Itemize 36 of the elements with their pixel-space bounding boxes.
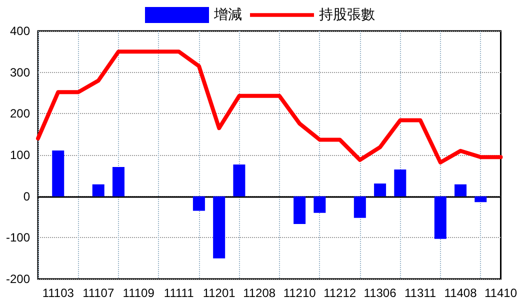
bar — [454, 184, 467, 196]
x-tick-label: 11103 — [42, 286, 74, 300]
bar — [112, 166, 124, 196]
x-tick-label: 11210 — [283, 286, 316, 300]
bar — [314, 196, 326, 213]
bar — [434, 196, 446, 239]
x-tick-label: 11208 — [243, 286, 276, 300]
bar — [374, 184, 386, 196]
bar — [474, 196, 487, 202]
x-tick-label: 11109 — [122, 286, 155, 300]
bar — [213, 196, 226, 258]
x-tick-label: 11107 — [82, 286, 114, 300]
bar — [192, 196, 205, 211]
y-tick-label: 400 — [10, 24, 30, 38]
line-series — [36, 50, 503, 164]
bar — [294, 196, 306, 224]
bar — [92, 184, 104, 196]
x-tick-label: 11306 — [364, 286, 397, 300]
bar — [394, 169, 406, 196]
bar — [354, 196, 366, 218]
x-tick-label: 11311 — [404, 286, 436, 300]
y-tick-label: -200 — [6, 272, 30, 286]
bar — [233, 164, 246, 196]
x-tick-label: 11201 — [202, 286, 236, 300]
y-tick-label: 0 — [23, 189, 30, 204]
y-tick-label: 100 — [10, 148, 30, 162]
legend-label: 增減 — [213, 7, 242, 23]
y-tick-label: 300 — [10, 65, 30, 80]
bar — [52, 150, 64, 196]
x-tick-label: 11410 — [484, 286, 518, 300]
y-tick-label: 200 — [10, 106, 30, 121]
y-tick-label: -100 — [6, 230, 30, 245]
x-tick-label: 11212 — [324, 286, 356, 300]
x-tick-label: 11408 — [444, 286, 478, 300]
legend-label: 持股張數 — [319, 7, 375, 23]
x-tick-label: 11111 — [164, 286, 194, 300]
